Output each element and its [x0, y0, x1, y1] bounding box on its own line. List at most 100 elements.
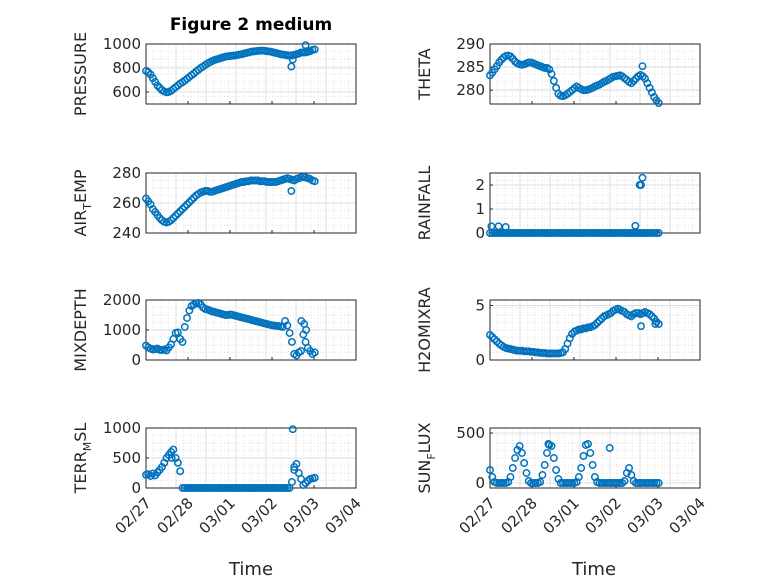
data-point: [171, 211, 180, 220]
data-point: [488, 333, 497, 342]
data-point: [543, 449, 551, 457]
x-tick-label: 03/04: [322, 494, 365, 537]
data-point: [651, 320, 660, 328]
y-tick-label: 0: [475, 224, 485, 242]
data-point: [283, 321, 292, 330]
data-point: [638, 62, 647, 71]
y-tick-label: 500: [112, 449, 141, 467]
data-point: [310, 177, 319, 186]
axes-frame: [489, 427, 701, 489]
data-point: [511, 454, 520, 462]
y-tick-label: 285: [456, 58, 485, 76]
x-tick-label: 02/27: [112, 494, 155, 537]
data-point: [492, 337, 501, 346]
subplot-air_temp: 240 260 280 AIRTEMP: [71, 164, 357, 242]
data-point: [544, 440, 553, 448]
data-point: [173, 458, 182, 467]
data-point: [287, 62, 296, 71]
subplot-rainfall: 0 1 2 RAINFALL: [415, 166, 701, 242]
y-label-main: AIR: [71, 210, 90, 237]
data-point: [180, 323, 189, 331]
data-point: [287, 338, 296, 346]
data-point: [522, 469, 531, 477]
subplot-h2omixra: 0 5 H2OMIXRA: [415, 287, 701, 373]
x-tick-label: 03/01: [540, 494, 583, 537]
data-point: [183, 200, 191, 209]
x-tick-label: 03/02: [238, 494, 281, 537]
data-point: [654, 320, 663, 328]
data-point: [645, 310, 654, 319]
y-tick-label: 2: [475, 176, 485, 194]
data-point: [178, 205, 187, 213]
data-point: [290, 463, 299, 471]
data-point: [173, 328, 182, 337]
data-point: [310, 45, 319, 54]
y-tick-label: 290: [456, 35, 485, 53]
y-axis-label: THETA: [415, 48, 434, 100]
data-point: [654, 479, 663, 487]
axes-frame: [489, 299, 701, 361]
data-point: [620, 477, 629, 485]
data-point: [637, 322, 645, 331]
data-point: [486, 330, 494, 339]
data-point: [185, 198, 194, 207]
y-tick-label: 0: [475, 351, 485, 369]
data-point: [490, 335, 499, 344]
x-tick-label: 03/02: [582, 494, 625, 537]
y-tick-label: 240: [112, 224, 141, 242]
y-axis-label: AIRTEMP: [71, 169, 94, 236]
data-point: [506, 52, 515, 61]
data-point: [173, 209, 182, 218]
y-tick-label: 1000: [103, 419, 141, 437]
y-tick-label: 260: [112, 194, 141, 212]
data-point: [167, 454, 176, 462]
data-point: [654, 99, 663, 108]
y-axis-label: H2OMIXRA: [415, 287, 434, 373]
data-point: [285, 329, 294, 337]
data-point: [297, 347, 305, 355]
data-point: [605, 444, 614, 452]
y-label-rest: SL: [71, 423, 90, 442]
x-tick-label: 02/28: [498, 494, 541, 537]
data-point: [169, 445, 178, 454]
data-point: [638, 173, 647, 182]
y-label-subscript: M: [81, 442, 94, 452]
data-point: [155, 214, 164, 222]
data-point: [631, 221, 640, 230]
data-point: [637, 181, 645, 189]
data-point: [595, 316, 604, 325]
data-point: [586, 449, 595, 457]
data-point: [629, 76, 638, 85]
data-point: [189, 193, 198, 202]
data-point: [549, 76, 558, 85]
subplot-theta: 280 285 290 THETA: [415, 35, 701, 108]
x-tick-label: 03/01: [196, 494, 239, 537]
axes-frame: [489, 172, 701, 234]
data-point: [574, 473, 583, 481]
subplot-mixdepth: 0 1000 2000 MIXDEPTH: [71, 288, 357, 372]
data-point: [486, 466, 494, 474]
data-point: [287, 187, 296, 195]
data-point: [158, 463, 166, 471]
data-point: [593, 318, 602, 327]
x-tick-label: 03/04: [666, 494, 709, 537]
data-point: [176, 467, 185, 476]
data-point: [310, 473, 319, 482]
data-point: [501, 223, 510, 231]
data-point: [625, 464, 634, 472]
y-axis-label: MIXDEPTH: [71, 288, 90, 371]
y-label-rest: EMP: [71, 169, 90, 203]
y-tick-label: 2000: [103, 291, 141, 309]
data-point: [538, 471, 547, 479]
x-tick-label: 02/28: [154, 494, 197, 537]
data-point: [515, 442, 524, 450]
y-tick-label: 800: [112, 59, 141, 77]
data-point: [288, 425, 297, 434]
x-axis-label-right: Time: [571, 559, 616, 580]
data-point: [647, 312, 656, 321]
y-label-rest: LUX: [415, 422, 434, 453]
x-axis-label-left: Time: [228, 559, 273, 580]
